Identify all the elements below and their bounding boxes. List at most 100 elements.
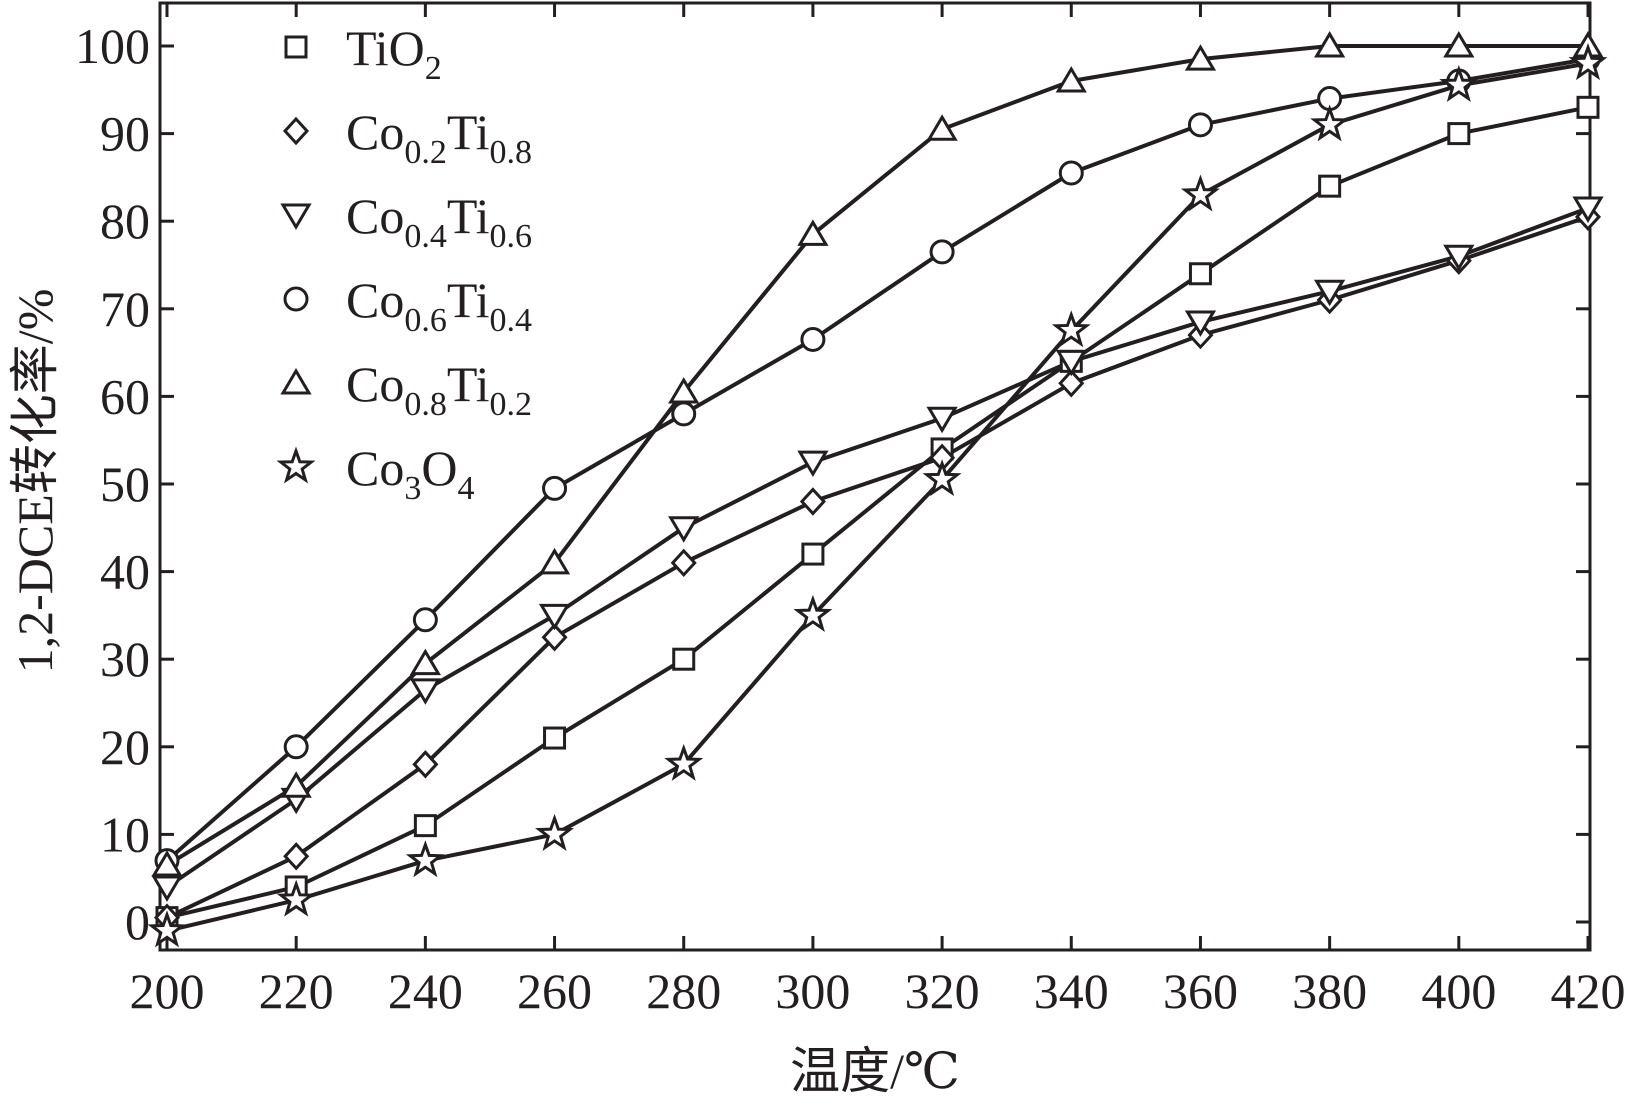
data-point-star bbox=[276, 879, 316, 917]
data-point-star bbox=[1439, 64, 1479, 102]
legend-marker-diamond bbox=[282, 116, 310, 146]
y-tick-label: 90 bbox=[100, 106, 150, 162]
series-line-triangle-down bbox=[165, 206, 1589, 889]
data-point-star bbox=[1180, 174, 1220, 212]
legend-text-part: TiO bbox=[346, 20, 425, 76]
data-point-triangle-up bbox=[1314, 31, 1346, 58]
legend-text-part: Co bbox=[346, 356, 404, 412]
data-point-triangle-up bbox=[538, 547, 571, 575]
data-point-circle bbox=[929, 239, 955, 265]
data-point-square bbox=[1318, 174, 1342, 198]
data-point-square bbox=[413, 814, 437, 838]
y-tick-label: 70 bbox=[100, 281, 150, 337]
data-point-square bbox=[1447, 122, 1471, 146]
legend-text-part: Ti bbox=[447, 356, 490, 412]
legend-marker-circle bbox=[283, 286, 309, 312]
legend-subscript: 0.2 bbox=[490, 386, 533, 423]
data-point-diamond bbox=[799, 487, 826, 516]
legend-subscript: 3 bbox=[404, 470, 421, 507]
data-point-triangle-down bbox=[1055, 349, 1087, 377]
legend-marker-square bbox=[284, 35, 308, 59]
data-point-circle bbox=[1187, 112, 1213, 138]
data-point-star bbox=[405, 840, 445, 878]
legend-text-part: Co bbox=[346, 272, 404, 328]
legend-entry: Co0.2Ti0.8 bbox=[346, 104, 532, 171]
legend-text-part: Ti bbox=[447, 188, 490, 244]
data-point-circle bbox=[542, 475, 568, 501]
y-tick-label: 30 bbox=[100, 631, 150, 687]
y-axis-label: 1,2-DCE转化率/% bbox=[7, 289, 63, 674]
x-tick-label: 200 bbox=[130, 963, 205, 1019]
legend-marker-star bbox=[276, 446, 316, 484]
x-tick-label: 400 bbox=[1421, 963, 1496, 1019]
legend-entry: Co3O4 bbox=[346, 440, 474, 507]
data-point-star bbox=[922, 459, 962, 497]
x-tick-label: 420 bbox=[1551, 963, 1626, 1019]
data-point-star bbox=[793, 594, 833, 632]
series-line-triangle-up bbox=[165, 44, 1588, 867]
data-point-triangle-down bbox=[409, 678, 441, 705]
legend-entry: Co0.6Ti0.4 bbox=[346, 272, 532, 339]
data-point-star bbox=[1051, 310, 1091, 348]
legend-text-part: Ti bbox=[447, 272, 490, 328]
series-line-circle bbox=[165, 57, 1589, 863]
legend-marker-triangle-up bbox=[280, 368, 312, 395]
series-lines bbox=[165, 44, 1589, 933]
x-tick-label: 300 bbox=[775, 963, 850, 1019]
x-tick-label: 220 bbox=[259, 963, 334, 1019]
x-tick-label: 240 bbox=[388, 963, 463, 1019]
data-point-square bbox=[1188, 262, 1212, 286]
data-point-diamond bbox=[670, 548, 697, 578]
data-point-triangle-up bbox=[1055, 66, 1087, 93]
data-point-square bbox=[543, 726, 567, 750]
data-point-triangle-down bbox=[1443, 244, 1475, 272]
legend-subscript: 0.8 bbox=[490, 134, 533, 171]
data-point-diamond bbox=[1058, 369, 1085, 398]
series-line-square bbox=[166, 105, 1589, 920]
x-tick-label: 360 bbox=[1163, 963, 1238, 1019]
data-point-diamond bbox=[412, 750, 439, 779]
data-point-triangle-down bbox=[151, 875, 183, 902]
legend-marker-triangle-down bbox=[280, 203, 312, 230]
legend-text-part: Ti bbox=[447, 104, 490, 160]
data-point-star bbox=[147, 910, 187, 948]
legend-text-part: Co bbox=[346, 104, 404, 160]
y-tick-label: 20 bbox=[100, 719, 150, 775]
y-tick-label: 10 bbox=[100, 806, 150, 862]
x-tick-label: 280 bbox=[646, 963, 721, 1019]
legend-subscript: 0.6 bbox=[404, 302, 447, 339]
x-tick-label: 320 bbox=[905, 963, 980, 1019]
legend-subscript: 0.8 bbox=[404, 386, 447, 423]
data-point-triangle-down bbox=[1314, 279, 1346, 307]
data-point-star bbox=[535, 813, 575, 851]
y-tick-label: 40 bbox=[100, 544, 150, 600]
data-point-triangle-down bbox=[538, 603, 571, 631]
series-line-diamond bbox=[166, 214, 1589, 920]
data-point-star bbox=[664, 743, 704, 781]
data-point-triangle-down bbox=[1184, 310, 1217, 337]
data-point-triangle-down bbox=[668, 516, 700, 543]
data-point-triangle-down bbox=[797, 450, 829, 478]
axis-ticks: 200 220 240 260 280 300 320 340 360 380 400 4200102… bbox=[75, 3, 1626, 1019]
data-point-square bbox=[801, 542, 825, 566]
series-markers bbox=[147, 31, 1608, 948]
x-tick-label: 340 bbox=[1034, 963, 1109, 1019]
legend-subscript: 0.4 bbox=[404, 218, 447, 255]
data-point-triangle-up bbox=[668, 377, 700, 404]
legend-entry: Co0.8Ti0.2 bbox=[346, 356, 532, 423]
data-point-circle bbox=[283, 734, 309, 760]
data-point-triangle-down bbox=[926, 406, 958, 434]
y-tick-label: 50 bbox=[100, 456, 150, 512]
legend: TiO2Co0.2Ti0.8Co0.4Ti0.6Co0.6Ti0.4Co0.8T… bbox=[276, 20, 533, 507]
x-tick-label: 260 bbox=[517, 963, 592, 1019]
legend-entry: TiO2 bbox=[346, 20, 442, 87]
legend-subscript: 4 bbox=[457, 470, 474, 507]
data-point-circle bbox=[1058, 160, 1084, 186]
data-point-triangle-up bbox=[1443, 31, 1475, 58]
legend-subscript: 0.4 bbox=[490, 302, 533, 339]
plot-frame bbox=[158, 1, 1592, 952]
legend-subscript: 0.2 bbox=[404, 134, 447, 171]
y-tick-label: 60 bbox=[100, 368, 150, 424]
legend-subscript: 0.6 bbox=[490, 218, 533, 255]
